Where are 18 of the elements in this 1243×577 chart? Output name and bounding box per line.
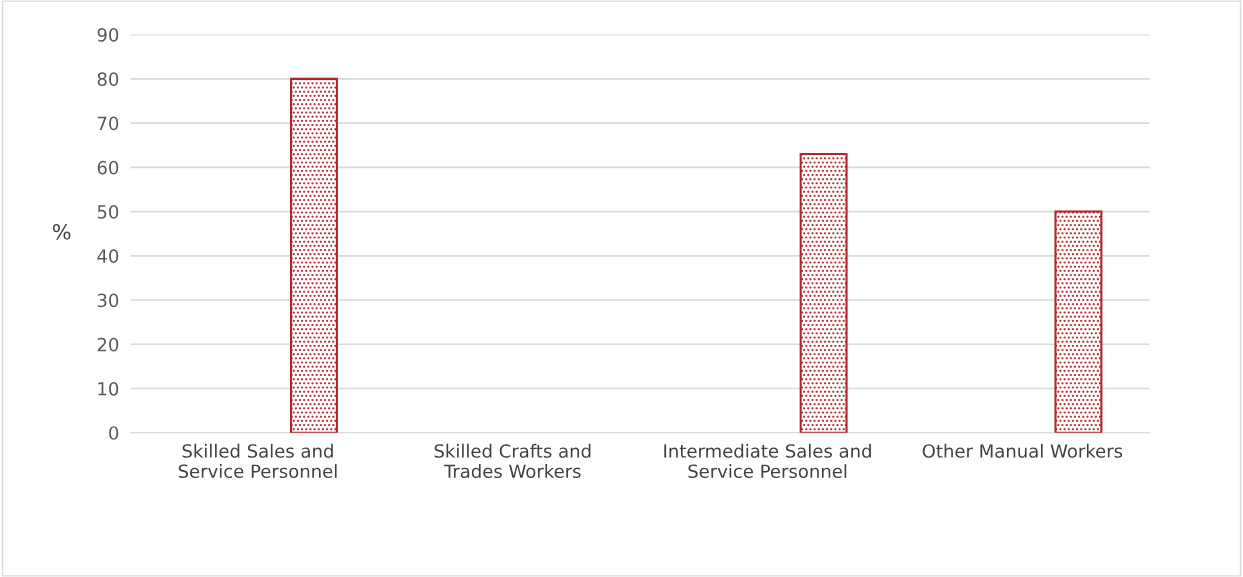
y-tick-label: 50 xyxy=(97,205,119,219)
y-tick-label: 10 xyxy=(98,381,119,396)
y-tick-label: 20 xyxy=(97,337,119,352)
y-tick-label: 60 xyxy=(97,160,119,175)
y-tick-label: 40 xyxy=(97,249,119,263)
x-tick-label: Intermediate Sales and Service Personnel xyxy=(664,443,871,479)
x-tick-label: Skilled Sales and Service Personnel xyxy=(178,443,337,479)
y-tick-label: 30 xyxy=(97,293,119,308)
y-tick-label: 70 xyxy=(97,116,119,131)
bar xyxy=(799,153,848,433)
x-tick-label: Other Manual Workers xyxy=(922,443,1123,458)
bar xyxy=(1054,210,1103,433)
y-tick-label: 0 xyxy=(109,426,119,440)
y-axis-title: % xyxy=(52,223,71,240)
y-tick-label: 90 xyxy=(97,28,119,42)
x-tick-label: Skilled Crafts and Trades Workers xyxy=(434,443,591,479)
bar xyxy=(290,77,338,433)
y-tick-label: 80 xyxy=(97,72,119,86)
